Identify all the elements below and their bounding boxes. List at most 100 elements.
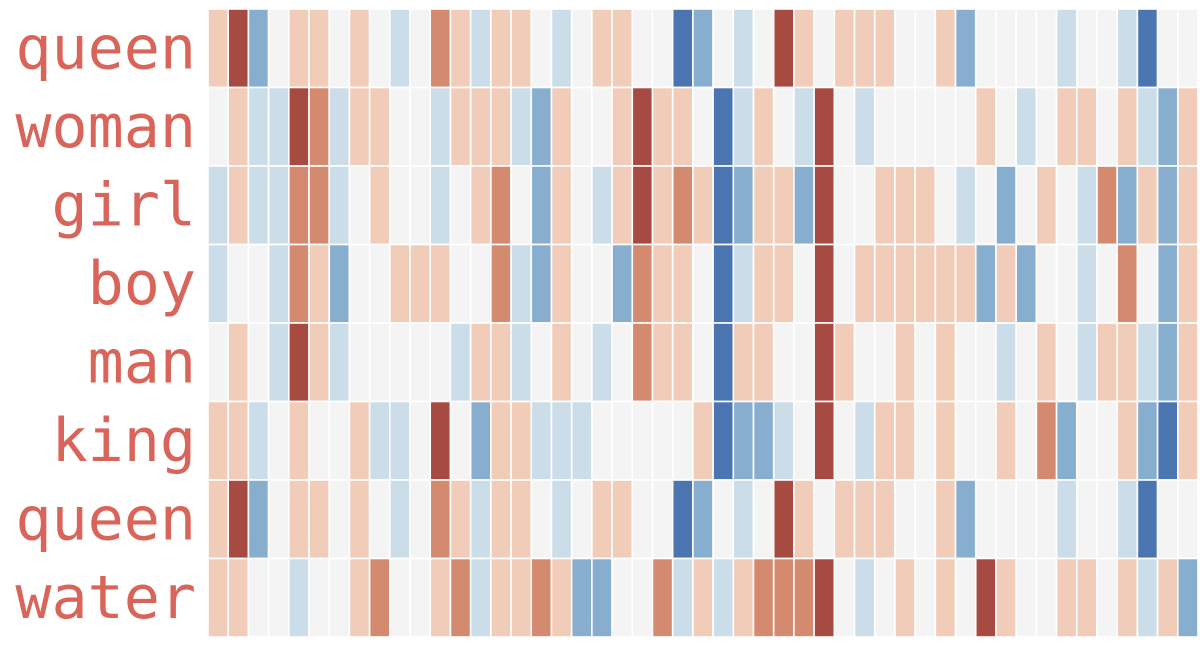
heatmap-cell [934, 400, 957, 481]
heatmap-cell [490, 165, 512, 246]
heatmap-cell [288, 322, 310, 403]
heatmap-cell [490, 557, 512, 638]
heatmap-cell [550, 400, 573, 481]
row-label: queen [15, 484, 196, 554]
heatmap-cell [611, 322, 634, 403]
heatmap-cell [348, 400, 371, 481]
heatmap-cell [449, 8, 472, 89]
heatmap-cell [288, 165, 310, 246]
heatmap-cell [631, 86, 654, 167]
heatmap-cell [288, 479, 310, 560]
heatmap-cell [833, 165, 856, 246]
heatmap-cell [974, 322, 997, 403]
heatmap-cell [368, 243, 391, 324]
heatmap-cell [550, 557, 573, 638]
heatmap-cell [934, 557, 957, 638]
heatmap-cell [368, 557, 391, 638]
heatmap-cell [853, 165, 876, 246]
heatmap-cell [813, 243, 836, 324]
heatmap-cell [934, 8, 957, 89]
heatmap-cell [873, 243, 896, 324]
heatmap-cell [591, 400, 613, 481]
heatmap-cell [611, 243, 634, 324]
heatmap-cell [894, 86, 916, 167]
heatmap-cell [651, 400, 674, 481]
heatmap-cell [772, 479, 795, 560]
heatmap-cell [429, 243, 452, 324]
heatmap-cell [631, 322, 654, 403]
row-labels: queen woman girl boy man king queen water [15, 13, 196, 633]
heatmap-cell [389, 400, 411, 481]
row-label: water [15, 563, 196, 633]
heatmap-cell [631, 557, 654, 638]
heatmap-cell [1015, 86, 1038, 167]
heatmap-cell [1116, 165, 1139, 246]
heatmap-cell [1096, 165, 1118, 246]
heatmap-cell [732, 479, 755, 560]
heatmap-cell [954, 8, 977, 89]
heatmap-cell [833, 243, 856, 324]
heatmap-cell [1177, 322, 1199, 403]
heatmap-cell [389, 322, 411, 403]
heatmap-cell [227, 479, 250, 560]
heatmap-cell [530, 557, 553, 638]
heatmap-cell [1075, 322, 1098, 403]
heatmap-cell [429, 86, 452, 167]
heatmap-cell [611, 400, 634, 481]
heatmap-cell [449, 86, 472, 167]
heatmap-cell [530, 322, 553, 403]
heatmap-cell [550, 86, 573, 167]
heatmap-cell [550, 479, 573, 560]
heatmap-cell [1136, 322, 1159, 403]
heatmap-cell [671, 86, 694, 167]
heatmap-cell [671, 557, 694, 638]
heatmap-cell [894, 165, 916, 246]
heatmap-cell [247, 322, 270, 403]
heatmap-cell [1055, 557, 1078, 638]
heatmap-cell [813, 86, 836, 167]
heatmap-cell [469, 165, 492, 246]
heatmap-cell [914, 86, 937, 167]
heatmap-cell [772, 8, 795, 89]
heatmap-cell [712, 165, 735, 246]
heatmap-cell [490, 400, 512, 481]
heatmap-cell [914, 165, 937, 246]
heatmap-cell [712, 8, 735, 89]
heatmap-cell [1075, 8, 1098, 89]
heatmap-cell [995, 400, 1017, 481]
heatmap-cell [510, 322, 533, 403]
heatmap-cell [671, 8, 694, 89]
heatmap-cell [611, 86, 634, 167]
heatmap-cell [1035, 557, 1058, 638]
heatmap-cell [490, 243, 512, 324]
heatmap-cell [954, 479, 977, 560]
heatmap-cell [752, 165, 775, 246]
heatmap-cell [853, 243, 876, 324]
row-label: king [52, 406, 197, 476]
heatmap-cell [712, 86, 735, 167]
heatmap-cell [348, 322, 371, 403]
heatmap-cell [995, 86, 1017, 167]
heatmap-cell [772, 322, 795, 403]
heatmap-cell [409, 400, 432, 481]
heatmap-cell [1136, 86, 1159, 167]
heatmap-cell [591, 86, 613, 167]
heatmap-cell [954, 165, 977, 246]
heatmap-cell [449, 322, 472, 403]
heatmap-cell [752, 557, 775, 638]
heatmap-cell [591, 243, 613, 324]
heatmap-cell [732, 8, 755, 89]
heatmap-cell [570, 557, 593, 638]
heatmap-cell [207, 557, 230, 638]
heatmap-cell [732, 557, 755, 638]
heatmap-cell [1177, 165, 1199, 246]
heatmap-cell [1177, 243, 1199, 324]
heatmap-cell [510, 86, 533, 167]
heatmap-cell [368, 479, 391, 560]
heatmap-cell [1055, 479, 1078, 560]
heatmap-cell [348, 165, 371, 246]
heatmap-cell [207, 243, 230, 324]
heatmap-cell [692, 86, 714, 167]
heatmap-cell [914, 400, 937, 481]
heatmap-cell [328, 479, 351, 560]
